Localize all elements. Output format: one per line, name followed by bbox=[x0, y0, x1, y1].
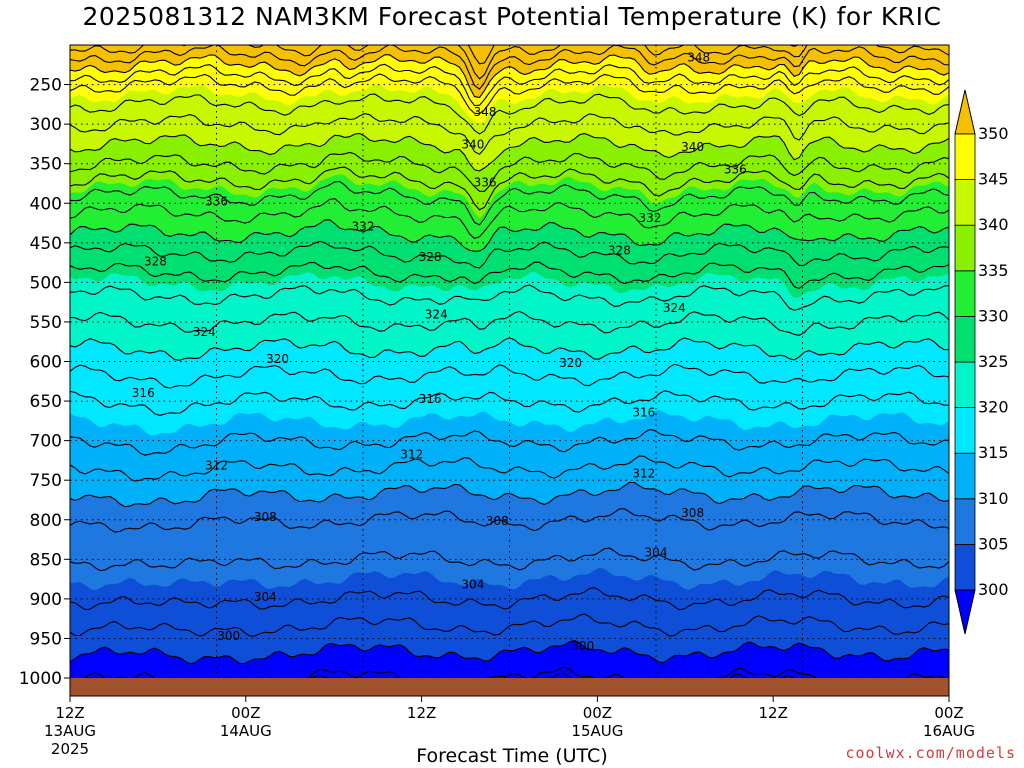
colorbar-label: 310 bbox=[978, 489, 1009, 508]
colorbar-label: 325 bbox=[978, 352, 1009, 371]
y-tick-label: 650 bbox=[30, 392, 62, 412]
contour-label: 328 bbox=[608, 243, 631, 257]
contour-label: 332 bbox=[638, 211, 661, 225]
colorbar-segment bbox=[954, 544, 976, 591]
contour-line-314 bbox=[70, 429, 949, 456]
colorbar-label: 315 bbox=[978, 443, 1009, 462]
contour-line-342 bbox=[70, 113, 949, 155]
credit-text: coolwx.com/models bbox=[845, 744, 1016, 762]
contour-label: 336 bbox=[205, 194, 228, 208]
ground-surface bbox=[70, 678, 949, 696]
colorbar-label: 345 bbox=[978, 170, 1009, 189]
x-tick-time: 12Z bbox=[759, 704, 788, 722]
colorbar-segment bbox=[954, 315, 976, 363]
colorbar-segment bbox=[954, 498, 976, 545]
contour-label: 348 bbox=[687, 50, 710, 64]
colorbar-label: 330 bbox=[978, 306, 1009, 325]
contour-label: 336 bbox=[474, 175, 497, 189]
contour-label: 308 bbox=[681, 506, 704, 520]
y-tick-label: 1000 bbox=[19, 669, 62, 689]
contour-label: 348 bbox=[474, 105, 497, 119]
contour-label: 320 bbox=[266, 352, 289, 366]
y-tick-label: 450 bbox=[30, 234, 62, 254]
contour-label: 308 bbox=[486, 514, 509, 528]
y-tick-label: 300 bbox=[30, 115, 62, 135]
colorbar-label: 335 bbox=[978, 261, 1009, 280]
y-tick-label: 950 bbox=[30, 629, 62, 649]
colorbar-segment bbox=[954, 224, 976, 272]
contour-label: 312 bbox=[632, 467, 655, 481]
colorbar-label: 305 bbox=[978, 534, 1009, 553]
contour-label: 340 bbox=[461, 137, 484, 151]
x-tick-time: 00Z bbox=[934, 704, 963, 722]
contour-line-304 bbox=[70, 587, 949, 611]
contour-label: 304 bbox=[645, 546, 668, 560]
colorbar-segment bbox=[954, 270, 976, 317]
contour-line-336 bbox=[70, 166, 949, 211]
colorbar-label: 320 bbox=[978, 398, 1009, 417]
contour-label: 304 bbox=[254, 590, 277, 604]
contour-label: 340 bbox=[681, 140, 704, 154]
colorbar-bottom-arrow bbox=[954, 589, 976, 635]
x-tick-date: 14AUG bbox=[220, 722, 272, 740]
x-tick-date: 16AUG bbox=[923, 722, 975, 740]
colorbar-label: 350 bbox=[978, 124, 1009, 143]
colorbar-segment bbox=[954, 407, 976, 454]
x-tick-year: 2025 bbox=[51, 740, 89, 758]
contour-label: 316 bbox=[132, 386, 155, 400]
contour-label: 312 bbox=[205, 459, 228, 473]
y-tick-label: 700 bbox=[30, 432, 62, 452]
y-tick-label: 400 bbox=[30, 194, 62, 214]
y-tick-label: 900 bbox=[30, 590, 62, 610]
contour-label: 304 bbox=[461, 577, 484, 591]
contour-label: 332 bbox=[352, 220, 375, 234]
contour-label: 324 bbox=[193, 325, 216, 339]
colorbar-segment bbox=[954, 133, 976, 180]
y-tick-label: 600 bbox=[30, 353, 62, 373]
contour-label: 312 bbox=[400, 448, 423, 462]
y-tick-label: 500 bbox=[30, 273, 62, 293]
colorbar-segment bbox=[954, 452, 976, 500]
contour-label: 324 bbox=[663, 301, 686, 315]
contour-label: 328 bbox=[144, 255, 167, 269]
colorbar-segment bbox=[954, 361, 976, 408]
contour-label: 328 bbox=[419, 250, 442, 264]
contour-line-344 bbox=[70, 93, 949, 135]
x-tick-date: 13AUG bbox=[44, 722, 96, 740]
y-tick-label: 550 bbox=[30, 313, 62, 333]
contour-line-354 bbox=[70, 45, 949, 80]
y-tick-label: 350 bbox=[30, 155, 62, 175]
colorbar-segment bbox=[954, 179, 976, 226]
contour-label: 300 bbox=[571, 639, 594, 653]
contour-label: 316 bbox=[419, 392, 442, 406]
contour-label: 336 bbox=[724, 163, 747, 177]
y-tick-label: 250 bbox=[30, 76, 62, 96]
contour-label: 308 bbox=[254, 510, 277, 524]
x-tick-time: 12Z bbox=[55, 704, 84, 722]
x-tick-time: 00Z bbox=[583, 704, 612, 722]
x-tick-time: 00Z bbox=[231, 704, 260, 722]
x-tick-date: 15AUG bbox=[571, 722, 623, 740]
x-tick-time: 12Z bbox=[407, 704, 436, 722]
contour-label: 316 bbox=[632, 406, 655, 420]
contour-line-330 bbox=[70, 219, 949, 252]
contour-label: 320 bbox=[559, 356, 582, 370]
contour-line-298 bbox=[82, 666, 949, 678]
contour-label: 300 bbox=[217, 629, 240, 643]
chart-title: 2025081312 NAM3KM Forecast Potential Tem… bbox=[82, 2, 942, 31]
contour-line-310 bbox=[70, 481, 949, 508]
y-tick-label: 750 bbox=[30, 471, 62, 491]
y-tick-label: 850 bbox=[30, 550, 62, 570]
theta-band-300 bbox=[70, 640, 949, 678]
contour-line-322 bbox=[70, 310, 949, 336]
plot-frame bbox=[69, 44, 950, 697]
colorbar-top-arrow bbox=[954, 89, 976, 135]
x-axis-label: Forecast Time (UTC) bbox=[416, 745, 608, 767]
contour-line-326 bbox=[70, 261, 949, 290]
colorbar-label: 300 bbox=[978, 580, 1009, 599]
contour-label: 324 bbox=[425, 308, 448, 322]
colorbar-label: 340 bbox=[978, 215, 1009, 234]
y-tick-label: 800 bbox=[30, 511, 62, 531]
